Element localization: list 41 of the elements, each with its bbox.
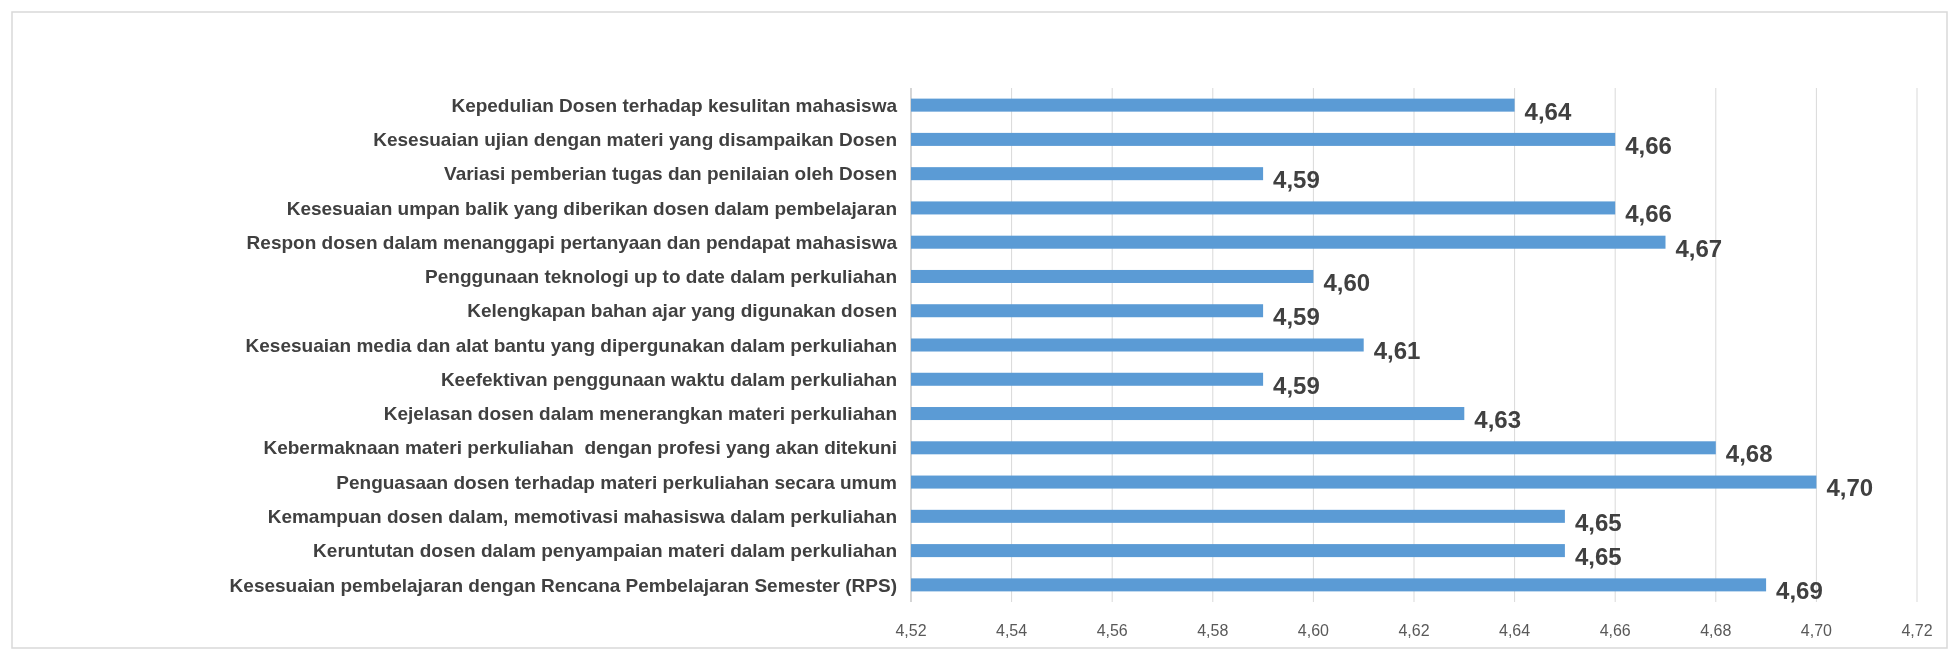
y-tick-label: Kesesuaian media dan alat bantu yang dipergunakan dalam perkuliahan xyxy=(245,334,897,356)
data-label: 4,65 xyxy=(1574,508,1622,536)
data-label: 4,60 xyxy=(1323,268,1371,296)
x-tick-label: 4,66 xyxy=(1599,622,1631,639)
data-label: 4,66 xyxy=(1625,200,1672,228)
y-tick-label: Variasi pemberian tugas dan penilaian oleh Dosen xyxy=(444,163,897,185)
x-tick-label: 4,54 xyxy=(996,622,1028,639)
data-label: 4,61 xyxy=(1373,337,1421,365)
y-tick-label: Kemampuan dosen dalam, memotivasi mahasiswa dalam perkuliahan xyxy=(267,505,897,527)
x-tick-label: 4,72 xyxy=(1901,622,1933,639)
data-label: 4,66 xyxy=(1625,131,1672,159)
data-label: 4,70 xyxy=(1826,474,1874,502)
x-tick-label: 4,56 xyxy=(1096,622,1128,639)
y-tick-label: Kesesuaian ujian dengan materi yang disampaikan Dosen xyxy=(373,129,897,151)
x-tick-label: 4,64 xyxy=(1499,622,1531,639)
x-tick-label: 4,52 xyxy=(895,622,927,639)
y-tick-label: Kepedulian Dosen terhadap kesulitan mahasiswa xyxy=(451,94,898,116)
data-label: 4,59 xyxy=(1273,303,1320,331)
x-tick-label: 4,68 xyxy=(1700,622,1732,639)
y-tick-label: Penggunaan teknologi up to date dalam perkuliahan xyxy=(425,266,897,288)
y-tick-label: Kejelasan dosen dalam menerangkan materi perkuliahan xyxy=(383,403,897,425)
y-tick-label: Penguasaan dosen terhadap materi perkuliahan secara umum xyxy=(336,471,897,493)
data-label: 4,64 xyxy=(1524,97,1572,125)
data-label: 4,59 xyxy=(1273,371,1320,399)
y-tick-label: Kelengkapan bahan ajar yang digunakan dosen xyxy=(467,300,897,322)
data-label: 4,68 xyxy=(1725,440,1773,468)
data-label: 4,67 xyxy=(1675,234,1723,262)
y-tick-label: Kesesuaian umpan balik yang diberikan dosen dalam pembelajaran xyxy=(286,197,897,219)
y-tick-label: Kesesuaian pembelajaran dengan Rencana Pembelajaran Semester (RPS) xyxy=(229,574,897,596)
x-tick-label: 4,62 xyxy=(1398,622,1430,639)
y-tick-label: Kebermaknaan materi perkuliahan dengan profesi yang akan ditekuni xyxy=(263,437,897,459)
y-tick-label: Keefektivan penggunaan waktu dalam perkuliahan xyxy=(440,368,897,390)
data-label: 4,69 xyxy=(1776,577,1823,605)
x-tick-label: 4,60 xyxy=(1297,622,1330,639)
data-label: 4,59 xyxy=(1273,166,1320,194)
x-tick-label: 4,70 xyxy=(1800,622,1833,639)
y-tick-label: Respon dosen dalam menanggapi pertanyaan dan pendapat mahasiswa xyxy=(246,231,898,253)
data-label: 4,63 xyxy=(1474,405,1522,433)
y-tick-label: Keruntutan dosen dalam penyampaian materi dalam perkuliahan xyxy=(313,540,897,562)
data-label: 4,65 xyxy=(1574,543,1622,570)
x-tick-label: 4,58 xyxy=(1197,622,1229,639)
